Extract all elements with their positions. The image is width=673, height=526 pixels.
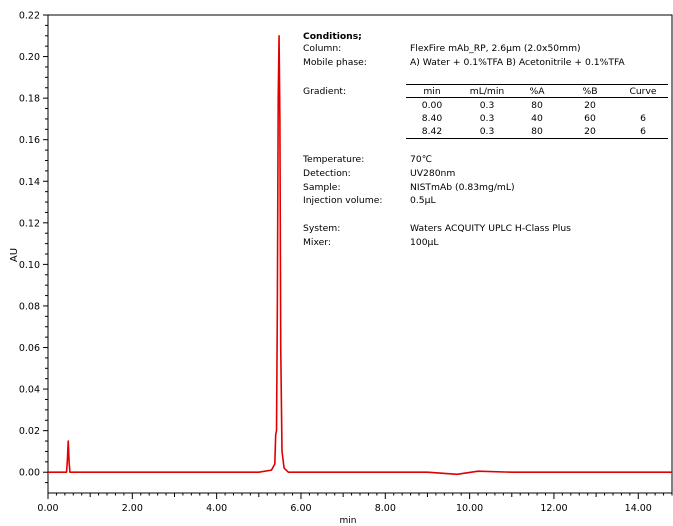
y-tick-label: 0.08: [19, 301, 40, 312]
x-tick-label: 0.00: [37, 503, 58, 514]
y-tick-label: 0.14: [19, 177, 40, 188]
y-tick-label: 0.04: [19, 385, 40, 396]
gradient-header-cell: %A: [529, 86, 545, 97]
gradient-cell: 8.42: [421, 126, 443, 137]
gradient-cell: 20: [584, 126, 596, 137]
temperature-label: Temperature:: [303, 154, 365, 165]
gradient-cell: 8.40: [421, 113, 443, 124]
x-tick-label: 8.00: [375, 503, 396, 514]
gradient-table-header-rule: [406, 97, 668, 98]
gradient-header-cell: min: [423, 86, 441, 97]
gradient-cell: 0.3: [479, 100, 495, 111]
gradient-cell: 0.3: [479, 113, 495, 124]
gradient-cell: 60: [584, 113, 596, 124]
y-tick-label: 0.16: [19, 135, 40, 146]
temperature-value: 70℃: [410, 154, 433, 165]
y-tick-label: 0.22: [19, 11, 40, 22]
x-tick-label: 4.00: [206, 503, 227, 514]
gradient-cell: 0.00: [421, 100, 443, 111]
x-tick-label: 6.00: [290, 503, 311, 514]
gradient-cell: 80: [531, 100, 543, 111]
gradient-cell: 6: [640, 126, 646, 137]
system-label: System:: [303, 223, 341, 234]
column-value: FlexFire mAb_RP, 2.6μm (2.0x50mm): [410, 43, 581, 54]
gradient-cell: 20: [584, 100, 596, 111]
gradient-table-top-rule: [406, 84, 668, 85]
system-value: Waters ACQUITY UPLC H-Class Plus: [410, 223, 571, 234]
detection-value: UV280nm: [410, 168, 456, 179]
y-tick-label: 0.00: [19, 468, 40, 479]
gradient-header-cell: mL/min: [469, 86, 505, 97]
gradient-cell: 40: [531, 113, 543, 124]
gradient-cell: 80: [531, 126, 543, 137]
x-tick-label: 12.00: [540, 503, 567, 514]
y-tick-label: 0.02: [19, 426, 40, 437]
chromatogram-trace: [48, 34, 672, 476]
column-label: Column:: [303, 43, 342, 54]
mobile-phase-label: Mobile phase:: [303, 57, 367, 68]
x-tick-label: 2.00: [122, 503, 143, 514]
injection-volume-value: 0.5μL: [410, 195, 436, 206]
y-tick-label: 0.10: [19, 260, 40, 271]
sample-value: NISTmAb (0.83mg/mL): [410, 182, 515, 193]
mixer-value: 100μL: [410, 237, 439, 248]
y-tick-label: 0.12: [19, 218, 40, 229]
y-tick-label: 0.20: [19, 52, 40, 63]
gradient-cell: 6: [640, 113, 646, 124]
gradient-label: Gradient:: [303, 86, 347, 97]
gradient-header-cell: Curve: [629, 86, 657, 97]
detection-label: Detection:: [303, 168, 351, 179]
x-tick-label: 10.00: [456, 503, 483, 514]
mobile-phase-value: A) Water + 0.1%TFA B) Acetonitrile + 0.1…: [410, 57, 625, 68]
sample-label: Sample:: [303, 182, 341, 193]
gradient-cell: 0.3: [479, 126, 495, 137]
y-tick-label: 0.06: [19, 343, 40, 354]
mixer-label: Mixer:: [303, 237, 331, 248]
y-axis-label: AU: [9, 248, 20, 262]
x-tick-label: 14.00: [625, 503, 652, 514]
y-tick-label: 0.18: [19, 94, 40, 105]
conditions-heading: Conditions;: [303, 31, 362, 42]
x-axis-label: min: [340, 516, 357, 526]
gradient-header-cell: %B: [582, 86, 598, 97]
injection-volume-label: Injection volume:: [303, 195, 383, 206]
gradient-table-bottom-rule: [406, 138, 668, 139]
